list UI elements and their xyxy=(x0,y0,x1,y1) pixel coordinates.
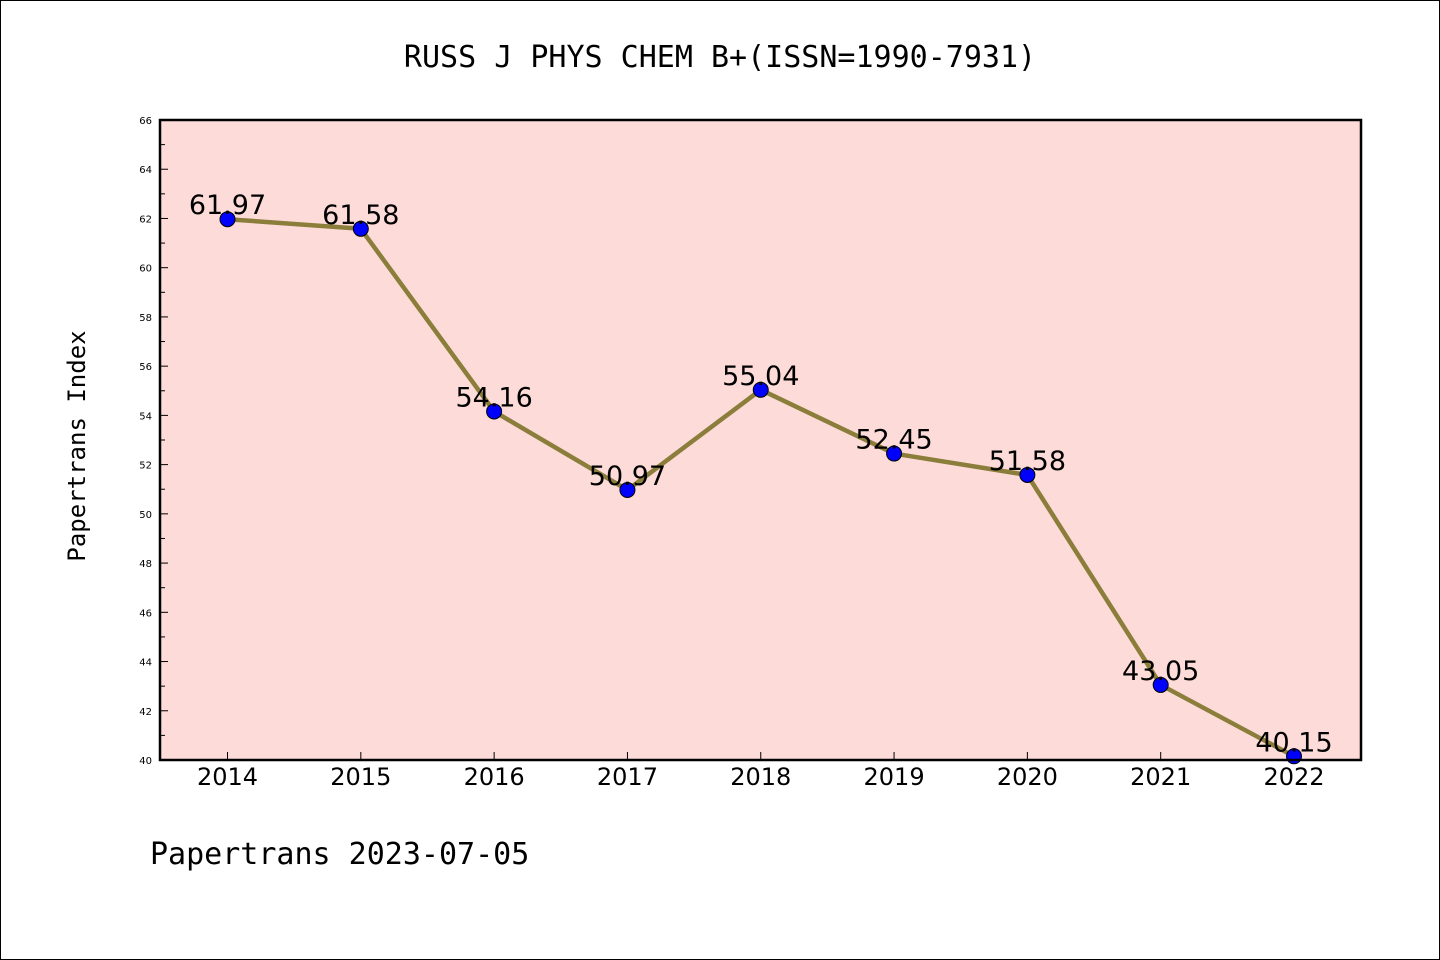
y-tick-label: 46 xyxy=(139,608,152,619)
data-point xyxy=(886,445,903,462)
y-tick-label: 62 xyxy=(139,214,152,225)
y-axis-label: Papertrans Index xyxy=(63,330,91,561)
data-label: 61.97 xyxy=(189,190,266,221)
data-label: 61.58 xyxy=(322,200,399,231)
data-label: 52.45 xyxy=(855,425,932,456)
y-tick-label: 66 xyxy=(139,116,152,127)
x-tick-label: 2015 xyxy=(330,763,391,791)
footer-text: Papertrans 2023-07-05 xyxy=(150,837,529,872)
data-point xyxy=(352,220,369,237)
data-label: 54.16 xyxy=(455,382,532,413)
x-tick-label: 2016 xyxy=(464,763,525,791)
y-tick-label: 64 xyxy=(139,165,152,176)
x-tick-label: 2018 xyxy=(730,763,791,791)
x-tick-label: 2022 xyxy=(1263,763,1324,791)
x-tick-label: 2017 xyxy=(597,763,658,791)
data-label: 43.05 xyxy=(1122,656,1199,687)
y-tick-label: 40 xyxy=(139,756,152,767)
y-tick-label: 60 xyxy=(139,264,152,275)
x-tick-label: 2019 xyxy=(864,763,925,791)
y-tick-label: 54 xyxy=(139,411,152,422)
data-label: 55.04 xyxy=(722,361,799,392)
series-layer: 61.97 61.58 54.16 50.97 55.04 52.45 51.58 43.05… xyxy=(189,190,1333,765)
data-point xyxy=(1019,466,1036,483)
y-tick-label: 56 xyxy=(139,362,152,373)
x-tick-label: 2020 xyxy=(997,763,1058,791)
data-point xyxy=(486,403,503,420)
y-tick-label: 42 xyxy=(139,707,152,718)
y-tick-label: 44 xyxy=(139,658,152,669)
data-label: 51.58 xyxy=(989,446,1066,477)
data-point xyxy=(1152,676,1169,693)
data-point xyxy=(619,481,636,498)
y-tick-label: 58 xyxy=(139,313,152,324)
plot-border xyxy=(158,118,1363,762)
data-label: 50.97 xyxy=(589,461,666,492)
data-point xyxy=(219,211,236,228)
y-tick-label: 52 xyxy=(139,461,152,472)
data-label: 40.15 xyxy=(1255,727,1332,758)
y-tick-label: 48 xyxy=(139,559,152,570)
x-tick-label: 2014 xyxy=(197,763,258,791)
chart-title: RUSS J PHYS CHEM B+(ISSN=1990-7931) xyxy=(404,40,1036,75)
x-tick-label: 2021 xyxy=(1130,763,1191,791)
axis-ticks: 40 42 44 46 48 50 52 54 56 58 60 62 64 66 2014 2015 2016… xyxy=(139,116,1324,791)
data-point xyxy=(752,381,769,398)
y-tick-label: 50 xyxy=(139,510,152,521)
